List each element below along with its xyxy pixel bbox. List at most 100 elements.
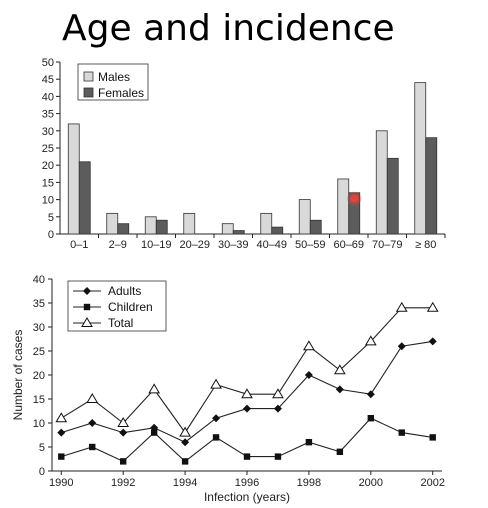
bar-males (106, 212, 119, 235)
bar-y-tick-label: 0 (48, 229, 54, 241)
point-children (429, 434, 436, 441)
point-total (272, 388, 284, 399)
point-total (333, 364, 346, 375)
line-y-tick-label: 0 (39, 466, 45, 478)
point-total (210, 378, 222, 389)
point-adults (397, 342, 406, 351)
bar-females (425, 137, 438, 235)
bar-chart: 0 5 10 15 20 25 30 35 40 45 50 0–1 2–9 10–19 20–29 30–3… (42, 57, 446, 251)
point-adults (335, 385, 344, 394)
point-adults (212, 414, 221, 423)
bar-males (260, 212, 273, 235)
line-legend-label: Adults (108, 284, 141, 298)
bar-males (337, 178, 350, 235)
point-adults (243, 404, 251, 413)
slide-title: Age and incidence (62, 8, 395, 49)
bar-x-tick-label: 30–39 (218, 239, 249, 251)
point-adults (304, 371, 313, 379)
point-adults (57, 428, 66, 437)
bar-females (271, 226, 284, 235)
bar-x-tick-label: 70–79 (372, 239, 403, 251)
bar-females (309, 219, 322, 235)
line-y-tick-label: 25 (33, 346, 45, 358)
bar-legend-label: Males (98, 70, 130, 84)
bar-females (386, 157, 399, 235)
point-children (336, 448, 344, 455)
line-legend-marker (83, 303, 91, 311)
point-children (119, 458, 127, 465)
bar-males (183, 212, 196, 235)
line-legend-marker (81, 317, 93, 327)
point-adults (428, 337, 437, 346)
point-total (395, 301, 408, 312)
bar-females (155, 219, 168, 235)
point-adults (181, 438, 190, 447)
bar-males (298, 199, 311, 235)
point-total (241, 388, 253, 399)
bar-males (375, 130, 388, 235)
bar-males (414, 82, 427, 235)
bar-y-tick-label: 20 (42, 160, 54, 172)
bar-males (67, 123, 80, 235)
point-children (243, 453, 251, 460)
bar-y-tick-label: 10 (42, 195, 54, 207)
bar-females (78, 161, 91, 235)
point-children (181, 458, 189, 465)
bar-y-tick-label: 40 (42, 91, 54, 103)
line-y-tick-label: 20 (33, 370, 45, 382)
bar-x-tick-label: 50–59 (295, 239, 326, 251)
point-adults (119, 428, 128, 437)
line-y-tick-label: 5 (39, 442, 45, 454)
bar-y-tick-label: 35 (42, 109, 54, 121)
highlight-marker (350, 194, 359, 203)
point-total (117, 417, 130, 427)
line-legend-marker (83, 287, 91, 295)
bar-x-tick-label: 20–29 (179, 239, 210, 251)
y-axis-title: Number of cases (11, 330, 25, 421)
bar-females (348, 192, 361, 235)
line-y-tick-label: 10 (33, 418, 45, 430)
point-total (364, 335, 377, 346)
point-total (55, 412, 68, 423)
point-children (58, 453, 65, 460)
point-adults (88, 419, 97, 427)
bar-y-tick-label: 50 (42, 57, 54, 69)
point-children (274, 453, 282, 460)
point-children (89, 443, 96, 451)
line-legend-label: Total (108, 316, 133, 330)
x-axis-title: Infection (years) (204, 490, 290, 504)
point-total (303, 340, 315, 351)
line-y-tick-label: 15 (33, 394, 45, 406)
bar-females (117, 223, 130, 235)
bar-x-tick-label: 60–69 (333, 239, 364, 251)
line-x-tick-label: 1992 (111, 477, 135, 489)
line-x-tick-label: 1996 (235, 477, 259, 489)
bar-y-tick-label: 15 (42, 177, 54, 189)
bar-legend-label: Females (98, 86, 144, 100)
bar-x-tick-label: 0–1 (70, 239, 88, 251)
line-legend-label: Children (108, 300, 153, 314)
point-children (212, 434, 220, 441)
point-children (367, 415, 375, 422)
bar-legend-swatch (83, 87, 94, 98)
line-x-tick-label: 1998 (297, 477, 321, 489)
point-children (305, 439, 313, 446)
point-total (148, 383, 161, 394)
line-x-tick-label: 1990 (49, 477, 73, 489)
bar-males (221, 223, 234, 235)
bar-y-tick-label: 25 (42, 143, 54, 155)
point-total (179, 426, 191, 437)
bar-x-tick-label: 2–9 (109, 239, 127, 251)
bar-females (232, 230, 245, 235)
bar-males (144, 216, 157, 235)
bar-y-tick-label: 5 (48, 212, 54, 224)
bar-x-tick-label: ≥ 80 (415, 239, 436, 251)
point-adults (273, 404, 282, 413)
line-y-tick-label: 40 (33, 274, 45, 286)
line-x-tick-label: 2000 (359, 477, 383, 489)
bar-legend-swatch (83, 71, 94, 82)
line-y-tick-label: 35 (33, 298, 45, 310)
line-x-tick-label: 2002 (420, 477, 444, 489)
line-y-tick-label: 30 (33, 322, 45, 334)
